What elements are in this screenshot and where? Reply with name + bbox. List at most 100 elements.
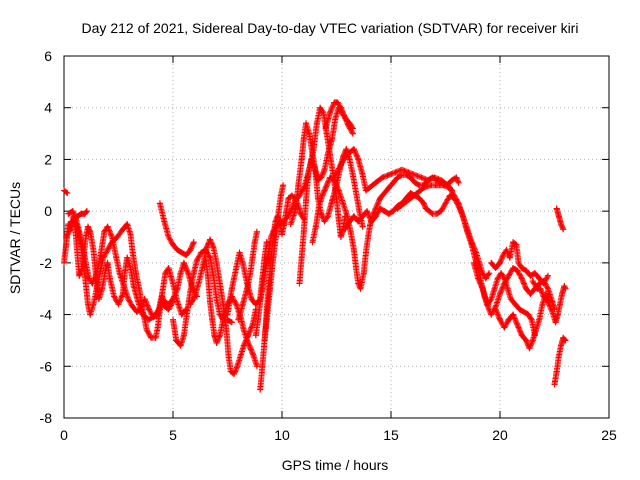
data-point (362, 187, 369, 194)
data-point (235, 316, 242, 323)
data-point (132, 270, 139, 277)
data-point (143, 327, 150, 334)
data-point (261, 337, 268, 344)
data-point (102, 267, 109, 274)
data-point (379, 174, 386, 181)
data-point (104, 246, 111, 253)
data-point (244, 285, 251, 292)
data-point (518, 265, 525, 272)
data-point (257, 386, 264, 393)
data-point (488, 259, 495, 266)
data-point (470, 259, 477, 266)
data-point (372, 213, 379, 220)
series-track-05 (69, 208, 90, 225)
data-point (532, 327, 539, 334)
data-point (390, 208, 397, 215)
data-point (340, 200, 347, 207)
data-point (190, 239, 197, 246)
data-point (350, 246, 357, 253)
data-point (438, 177, 445, 184)
data-point (554, 311, 561, 318)
data-point (283, 215, 290, 222)
data-point (237, 352, 244, 359)
data-point (90, 301, 97, 308)
data-point (253, 228, 260, 235)
data-point (377, 195, 384, 202)
data-point (255, 316, 262, 323)
data-point (295, 182, 302, 189)
series-track-06 (156, 200, 197, 259)
data-point (95, 296, 102, 303)
data-point (120, 283, 127, 290)
data-point (537, 285, 544, 292)
data-point (482, 275, 489, 282)
data-point (438, 208, 445, 215)
data-point (523, 267, 530, 274)
data-point (240, 327, 247, 334)
data-point (349, 125, 356, 132)
data-point (190, 270, 197, 277)
data-point (69, 218, 76, 225)
data-point (165, 234, 172, 240)
data-point (273, 228, 280, 235)
data-point (455, 200, 462, 207)
data-point (536, 275, 543, 282)
data-point (161, 218, 168, 225)
data-point (433, 210, 440, 217)
data-point (318, 174, 325, 181)
data-point (561, 283, 568, 290)
data-point (187, 301, 194, 308)
data-point (87, 311, 94, 318)
y-tick-label: 6 (44, 48, 52, 64)
data-point (385, 184, 392, 191)
data-point (253, 363, 260, 370)
data-point (536, 316, 543, 323)
data-point (104, 223, 111, 230)
data-point (84, 223, 91, 230)
data-point (501, 324, 508, 331)
data-point (414, 190, 421, 197)
data-point (372, 179, 379, 186)
data-point (61, 187, 67, 194)
data-point (247, 345, 254, 352)
data-point (93, 285, 100, 292)
data-point (178, 311, 185, 318)
data-point (223, 327, 230, 334)
data-point (342, 226, 349, 233)
data-point (346, 218, 353, 225)
data-point (560, 226, 567, 233)
data-point (539, 301, 546, 308)
data-point (322, 125, 329, 132)
data-point (292, 208, 299, 215)
data-point (498, 270, 505, 277)
data-point (513, 241, 520, 248)
data-point (300, 228, 307, 235)
data-point (367, 221, 374, 228)
data-point (146, 306, 153, 313)
data-point (453, 174, 460, 181)
data-point (314, 177, 321, 184)
data-point (113, 254, 120, 261)
data-point (247, 270, 254, 277)
data-point (505, 316, 512, 323)
data-point (418, 174, 425, 181)
data-point (529, 277, 536, 284)
series-track-08 (187, 236, 259, 378)
data-point (492, 265, 499, 272)
data-point (177, 342, 184, 349)
data-point (236, 249, 243, 256)
data-point (433, 182, 440, 189)
data-point (122, 267, 129, 274)
data-point (356, 208, 363, 215)
data-point (220, 316, 227, 323)
data-point (544, 272, 551, 279)
data-point (111, 293, 118, 300)
data-point (213, 340, 220, 347)
data-point (553, 205, 560, 212)
data-point (302, 197, 309, 204)
data-point (170, 316, 176, 323)
data-point (359, 171, 366, 178)
data-point (544, 298, 551, 305)
data-point (249, 321, 256, 328)
data-point (510, 311, 517, 318)
